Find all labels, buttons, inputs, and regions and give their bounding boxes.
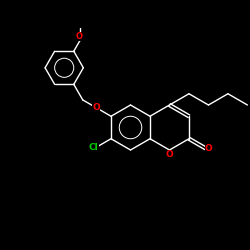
Text: O: O: [92, 102, 100, 112]
Text: O: O: [76, 32, 83, 41]
Text: O: O: [205, 144, 212, 153]
Text: O: O: [166, 150, 173, 159]
Text: Cl: Cl: [89, 144, 99, 152]
